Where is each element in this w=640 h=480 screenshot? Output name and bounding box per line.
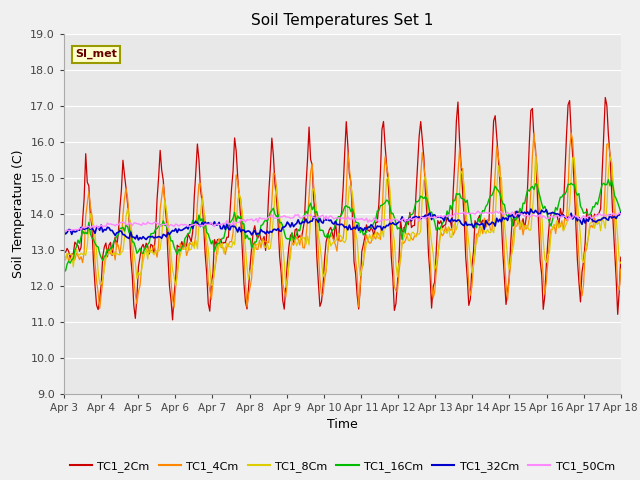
- Text: SI_met: SI_met: [75, 49, 117, 59]
- Line: TC1_4Cm: TC1_4Cm: [64, 133, 621, 309]
- TC1_32Cm: [246, 229, 254, 235]
- X-axis label: Time: Time: [327, 418, 358, 431]
- TC1_32Cm: [129, 234, 136, 240]
- TC1_4Cm: [567, 130, 575, 136]
- TC1_4Cm: [228, 239, 236, 245]
- TC1_32Cm: [255, 231, 263, 237]
- TC1_50Cm: [589, 215, 596, 221]
- TC1_4Cm: [589, 225, 596, 230]
- TC1_50Cm: [305, 213, 313, 219]
- TC1_4Cm: [617, 266, 625, 272]
- TC1_50Cm: [246, 216, 254, 222]
- TC1_50Cm: [228, 222, 236, 228]
- TC1_4Cm: [96, 306, 104, 312]
- TC1_4Cm: [246, 284, 254, 290]
- TC1_2Cm: [617, 254, 625, 260]
- Legend: TC1_2Cm, TC1_4Cm, TC1_8Cm, TC1_16Cm, TC1_32Cm, TC1_50Cm: TC1_2Cm, TC1_4Cm, TC1_8Cm, TC1_16Cm, TC1…: [65, 457, 620, 477]
- TC1_2Cm: [602, 95, 609, 100]
- TC1_4Cm: [60, 256, 68, 262]
- TC1_32Cm: [134, 237, 142, 243]
- TC1_16Cm: [228, 218, 236, 224]
- TC1_4Cm: [255, 238, 263, 243]
- TC1_8Cm: [60, 253, 68, 259]
- TC1_4Cm: [130, 276, 138, 282]
- TC1_50Cm: [61, 228, 69, 234]
- TC1_8Cm: [282, 285, 290, 290]
- TC1_2Cm: [129, 272, 136, 278]
- TC1_32Cm: [589, 218, 596, 224]
- TC1_2Cm: [228, 186, 236, 192]
- TC1_4Cm: [305, 194, 313, 200]
- TC1_8Cm: [617, 260, 625, 266]
- TC1_16Cm: [305, 204, 313, 209]
- Title: Soil Temperatures Set 1: Soil Temperatures Set 1: [252, 13, 433, 28]
- TC1_50Cm: [617, 211, 625, 217]
- TC1_16Cm: [60, 266, 68, 272]
- TC1_2Cm: [246, 263, 254, 269]
- TC1_16Cm: [130, 240, 138, 245]
- TC1_16Cm: [588, 209, 595, 215]
- TC1_50Cm: [255, 215, 263, 220]
- TC1_8Cm: [129, 234, 136, 240]
- TC1_16Cm: [255, 233, 263, 239]
- TC1_50Cm: [60, 228, 68, 234]
- TC1_2Cm: [305, 124, 313, 130]
- TC1_32Cm: [228, 223, 236, 228]
- TC1_8Cm: [244, 276, 252, 282]
- TC1_16Cm: [605, 177, 612, 182]
- TC1_8Cm: [305, 242, 313, 248]
- TC1_2Cm: [60, 249, 68, 254]
- TC1_16Cm: [246, 236, 254, 241]
- TC1_32Cm: [60, 229, 68, 235]
- TC1_32Cm: [305, 220, 313, 226]
- TC1_8Cm: [589, 213, 596, 219]
- TC1_32Cm: [617, 210, 625, 216]
- Line: TC1_32Cm: TC1_32Cm: [64, 209, 621, 240]
- TC1_50Cm: [130, 220, 138, 226]
- Line: TC1_16Cm: TC1_16Cm: [64, 180, 621, 271]
- Line: TC1_50Cm: TC1_50Cm: [64, 211, 621, 231]
- TC1_16Cm: [61, 268, 69, 274]
- TC1_2Cm: [255, 230, 263, 236]
- Y-axis label: Soil Temperature (C): Soil Temperature (C): [12, 149, 25, 278]
- Line: TC1_8Cm: TC1_8Cm: [64, 156, 621, 288]
- TC1_8Cm: [532, 153, 540, 159]
- TC1_2Cm: [588, 212, 595, 217]
- TC1_16Cm: [617, 210, 625, 216]
- TC1_50Cm: [474, 208, 482, 214]
- TC1_8Cm: [226, 243, 234, 249]
- TC1_2Cm: [169, 317, 177, 323]
- Line: TC1_2Cm: TC1_2Cm: [64, 97, 621, 320]
- TC1_32Cm: [527, 206, 534, 212]
- TC1_8Cm: [254, 241, 262, 247]
